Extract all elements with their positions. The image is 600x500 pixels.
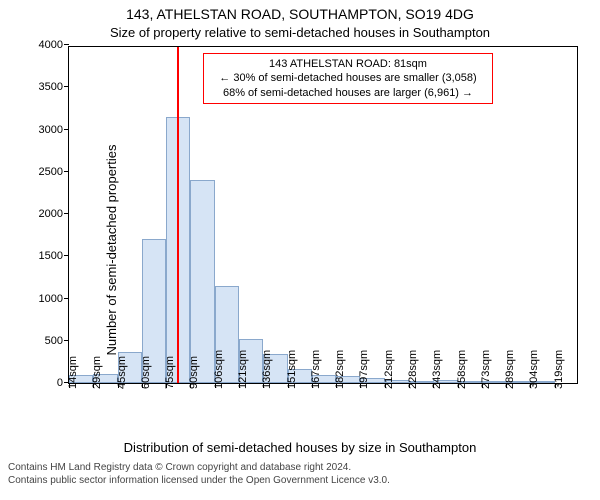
x-tick-mark [360,383,361,388]
y-tick-label: 500 [45,335,69,347]
x-tick-mark [555,383,556,388]
y-tick-mark [64,255,69,256]
y-tick-label: 1500 [39,250,69,262]
y-tick-mark [64,129,69,130]
y-tick-mark [64,298,69,299]
annotation-line-1: 143 ATHELSTAN ROAD: 81sqm [209,57,487,71]
annotation-line-3: 68% of semi-detached houses are larger (… [209,86,487,100]
footer-attribution: Contains HM Land Registry data © Crown c… [0,462,600,498]
y-tick-label: 3500 [39,81,69,93]
x-axis-label: Distribution of semi-detached houses by … [0,440,600,455]
chart-title-address: 143, ATHELSTAN ROAD, SOUTHAMPTON, SO19 4… [0,6,600,22]
x-tick-mark [385,383,386,388]
x-tick-mark [69,383,70,388]
y-tick-label: 4000 [39,39,69,51]
y-tick-mark [64,213,69,214]
y-tick-mark [64,86,69,87]
x-tick-mark [118,383,119,388]
x-tick-mark [530,383,531,388]
histogram-bar [190,180,214,383]
x-tick-mark [433,383,434,388]
y-tick-label: 1000 [39,293,69,305]
x-tick-mark [142,383,143,388]
chart-container: { "title_line1": "143, ATHELSTAN ROAD, S… [0,0,600,500]
x-tick-mark [336,383,337,388]
plot-area: 143 ATHELSTAN ROAD: 81sqm ← 30% of semi-… [68,46,578,384]
marker-line [177,47,179,383]
x-tick-mark [312,383,313,388]
annotation-line-2: ← 30% of semi-detached houses are smalle… [209,71,487,85]
x-tick-mark [190,383,191,388]
x-tick-mark [409,383,410,388]
x-tick-mark [288,383,289,388]
y-tick-mark [64,171,69,172]
y-tick-mark [64,44,69,45]
footer-line-2: Contains public sector information licen… [8,475,592,488]
chart-title-description: Size of property relative to semi-detach… [0,25,600,40]
y-tick-mark [64,340,69,341]
x-tick-mark [215,383,216,388]
x-tick-mark [239,383,240,388]
y-tick-label: 2500 [39,166,69,178]
annotation-box: 143 ATHELSTAN ROAD: 81sqm ← 30% of semi-… [203,53,493,104]
y-tick-label: 2000 [39,208,69,220]
x-tick-mark [166,383,167,388]
x-tick-mark [458,383,459,388]
x-tick-mark [263,383,264,388]
x-tick-mark [93,383,94,388]
y-tick-label: 3000 [39,124,69,136]
x-tick-mark [482,383,483,388]
footer-line-1: Contains HM Land Registry data © Crown c… [8,462,592,475]
x-tick-mark [506,383,507,388]
